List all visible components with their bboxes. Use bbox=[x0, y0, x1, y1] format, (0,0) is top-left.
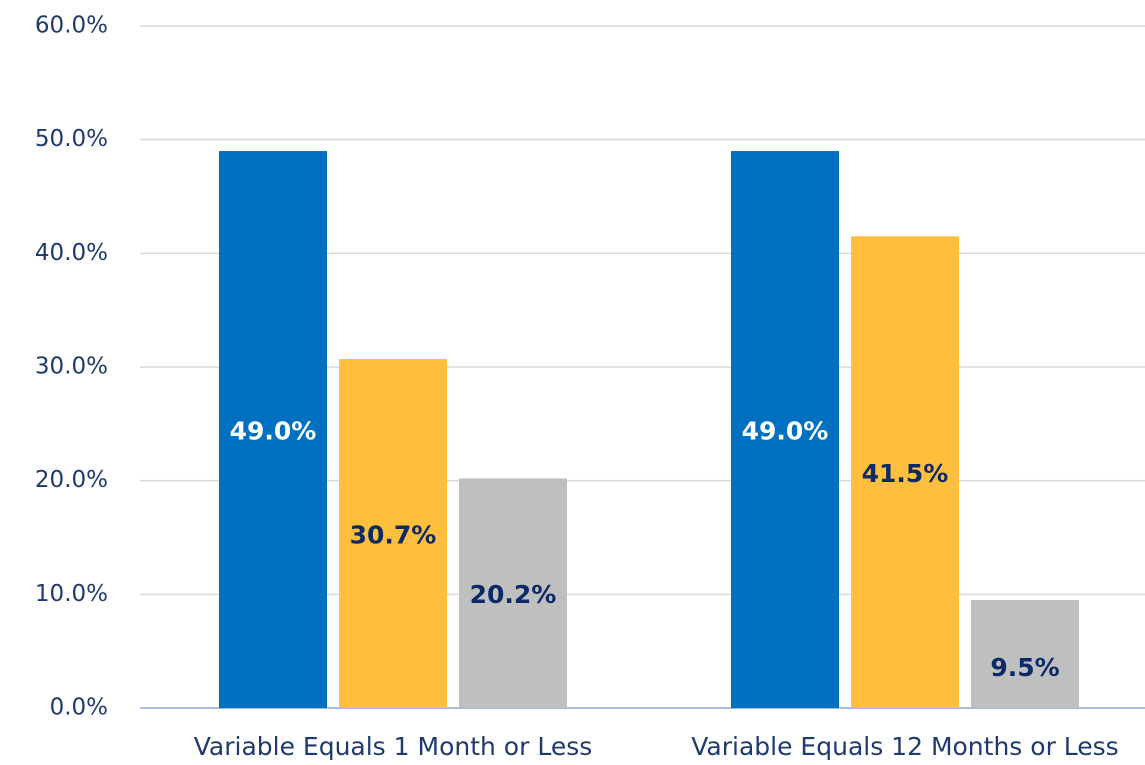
bar bbox=[731, 151, 839, 709]
data-label: 49.0% bbox=[742, 417, 829, 446]
y-tick-label: 30.0% bbox=[35, 354, 108, 380]
bar bbox=[851, 236, 959, 709]
bar bbox=[219, 151, 327, 709]
bar bbox=[339, 359, 447, 708]
bar bbox=[459, 478, 567, 708]
y-tick-label: 60.0% bbox=[35, 13, 108, 39]
x-tick-label: Variable Equals 12 Months or Less bbox=[691, 732, 1118, 761]
data-label: 49.0% bbox=[230, 417, 317, 446]
y-tick-label: 0.0% bbox=[50, 695, 108, 721]
y-tick-label: 50.0% bbox=[35, 126, 108, 152]
y-tick-label: 20.0% bbox=[35, 467, 108, 493]
data-label: 30.7% bbox=[350, 521, 437, 550]
data-label: 41.5% bbox=[862, 459, 949, 488]
bar bbox=[971, 600, 1079, 708]
y-tick-label: 40.0% bbox=[35, 240, 108, 266]
x-tick-label: Variable Equals 1 Month or Less bbox=[194, 732, 593, 761]
data-label: 20.2% bbox=[470, 580, 557, 609]
data-label: 9.5% bbox=[990, 653, 1059, 682]
y-tick-label: 10.0% bbox=[35, 581, 108, 607]
